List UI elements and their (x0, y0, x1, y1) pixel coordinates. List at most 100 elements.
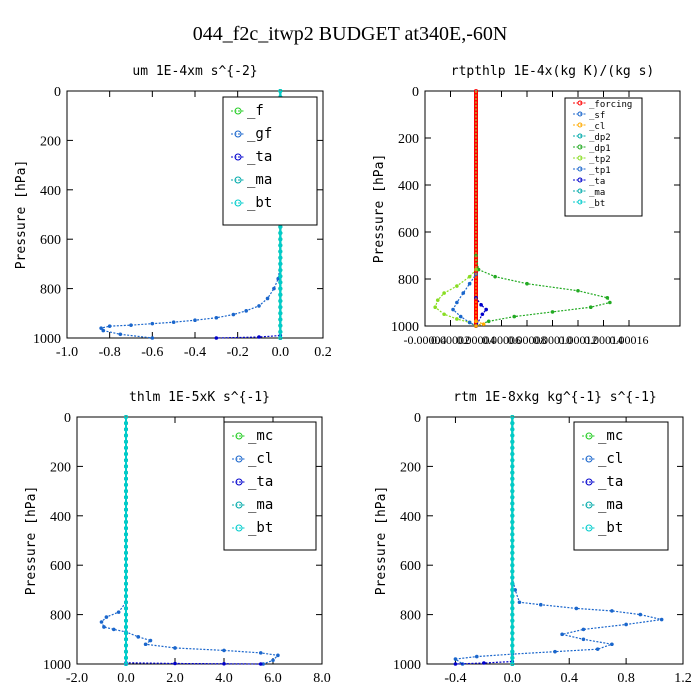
data-point (214, 336, 219, 340)
legend-label: _bt (248, 520, 273, 536)
data-point (510, 538, 515, 543)
data-point (124, 464, 129, 469)
data-point (510, 513, 515, 518)
x-tick-label: 2.0 (166, 671, 184, 686)
data-point (278, 261, 283, 266)
data-point (461, 291, 466, 295)
data-point (510, 433, 515, 438)
data-point (510, 476, 515, 481)
data-point (101, 328, 106, 333)
data-point (510, 421, 515, 426)
legend-marker (582, 524, 596, 532)
legend-box (222, 96, 318, 226)
legend-label: _gf (247, 126, 272, 142)
y-axis-label: Pressure [hPa] (372, 154, 387, 264)
series-line-ta (455, 417, 513, 665)
data-point (486, 319, 491, 324)
data-point (222, 648, 226, 653)
y-tick-label: 0 (414, 411, 421, 426)
plot-frame (426, 416, 684, 665)
data-point (148, 638, 153, 643)
data-point (467, 320, 472, 325)
data-point (173, 661, 177, 666)
panel-3: thlm 1E-5xK s^{-1} Pressure [hPa] 0 200 400 6… (24, 390, 331, 686)
data-point (150, 321, 155, 326)
data-point (278, 292, 283, 297)
legend-marker (231, 153, 245, 161)
y-tick-label: 200 (50, 460, 71, 475)
data-point (278, 280, 283, 285)
figure-title: 044_f2c_itwp2 BUDGET at340E,-60N (193, 23, 508, 45)
data-point (510, 427, 515, 432)
data-point (510, 489, 515, 494)
data-point (560, 632, 564, 637)
data-point (278, 255, 283, 260)
legend-marker (582, 501, 596, 509)
data-point (510, 606, 515, 611)
legend-marker (231, 176, 245, 184)
legend-label: _mc (598, 428, 623, 444)
data-point (510, 643, 515, 648)
data-point (510, 501, 515, 506)
data-point (481, 322, 486, 326)
data-point (442, 312, 446, 317)
x-tick-label: 0.4 (560, 671, 578, 686)
data-point (479, 303, 483, 307)
data-point (124, 427, 129, 432)
data-point (124, 557, 129, 562)
data-point (124, 495, 129, 500)
data-point (124, 569, 129, 574)
data-point (510, 526, 515, 531)
x-tick-label: 0.8 (617, 671, 635, 686)
data-point (278, 249, 283, 254)
data-point (214, 315, 219, 320)
data-point (124, 544, 129, 549)
legend-marker (573, 144, 587, 150)
data-point (474, 324, 478, 328)
data-point (474, 319, 478, 324)
data-point (124, 637, 129, 642)
x-tick-label: 0.2 (314, 345, 332, 360)
data-point (510, 414, 515, 419)
panel-4: rtm 1E-8xkg kg^{-1} s^{-1} Pressure [hPa]… (374, 390, 692, 686)
legend-label: _bt (589, 199, 605, 209)
y-tick-label: 600 (40, 233, 61, 248)
data-point (473, 300, 478, 305)
x-tick-label: 0.00002 (431, 333, 470, 347)
data-point (510, 507, 515, 512)
data-point (458, 314, 463, 319)
data-point (510, 649, 515, 654)
data-point (124, 421, 129, 426)
legend-label: _ta (248, 474, 273, 490)
y-tick-label: 1000 (33, 332, 61, 347)
x-tick-label: 1.2 (674, 671, 692, 686)
data-point (510, 557, 515, 562)
data-point (510, 581, 515, 586)
data-point (510, 452, 515, 457)
legend-marker (573, 166, 587, 172)
legend-marker (232, 478, 246, 486)
legend-label: _ma (247, 172, 272, 188)
series-line-cl (475, 91, 486, 327)
y-tick-label: 600 (400, 559, 421, 574)
data-point (124, 594, 129, 599)
data-point (480, 312, 485, 317)
data-point (608, 300, 612, 305)
legend-label: _ta (589, 177, 605, 187)
data-point (510, 439, 515, 444)
data-point (124, 618, 129, 623)
x-tick-label: 0.00010 (533, 333, 572, 347)
data-point (278, 237, 283, 242)
legend-marker (231, 130, 245, 138)
data-point (124, 526, 129, 531)
data-point (107, 324, 112, 328)
data-point (124, 519, 129, 524)
legend-label: _tp1 (589, 166, 611, 176)
data-point (124, 649, 129, 654)
data-point (510, 569, 515, 574)
y-tick-label: 400 (398, 179, 419, 194)
data-point (624, 622, 628, 627)
x-tick-label: 0.00016 (610, 333, 649, 347)
data-point (482, 661, 486, 665)
data-point (143, 642, 148, 647)
